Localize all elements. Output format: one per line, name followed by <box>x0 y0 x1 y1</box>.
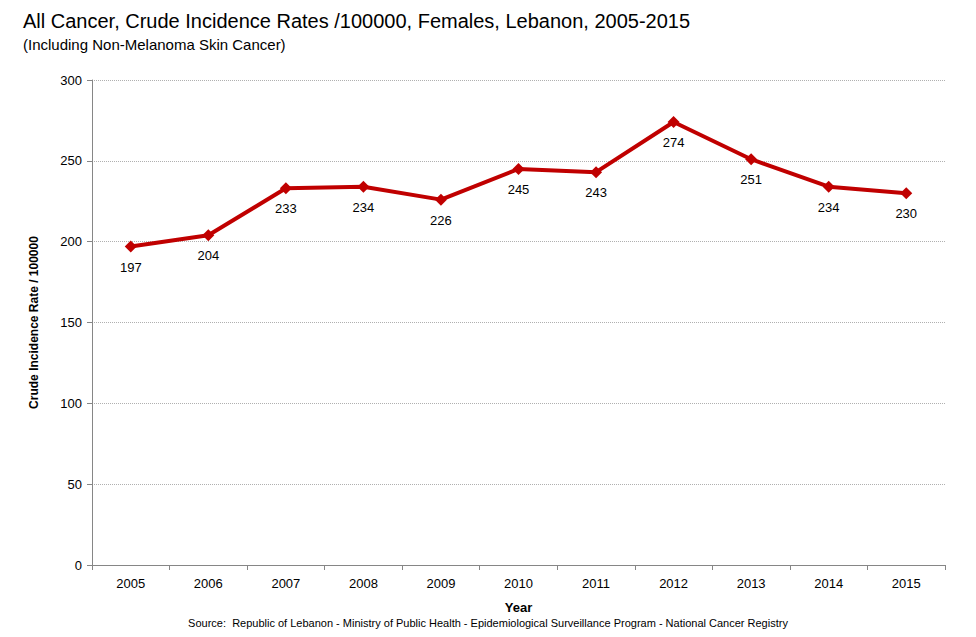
svg-text:2007: 2007 <box>271 576 300 591</box>
svg-text:234: 234 <box>353 200 375 215</box>
svg-text:2006: 2006 <box>194 576 223 591</box>
svg-text:230: 230 <box>895 206 917 221</box>
svg-text:251: 251 <box>740 172 762 187</box>
svg-text:100: 100 <box>60 396 82 411</box>
svg-text:Source: Republic of Lebanon -: Source: Republic of Lebanon - Ministry o… <box>188 617 788 629</box>
svg-text:250: 250 <box>60 153 82 168</box>
svg-text:2011: 2011 <box>582 576 610 591</box>
svg-text:Crude Incidence Rate / 100000: Crude Incidence Rate / 100000 <box>27 236 41 409</box>
svg-text:204: 204 <box>197 248 219 263</box>
svg-text:243: 243 <box>585 185 607 200</box>
svg-text:(Including Non-Melanoma Skin C: (Including Non-Melanoma Skin Cancer) <box>23 36 286 53</box>
svg-text:2009: 2009 <box>426 576 455 591</box>
svg-text:2010: 2010 <box>504 576 533 591</box>
svg-text:Year: Year <box>505 600 532 615</box>
svg-text:2008: 2008 <box>349 576 378 591</box>
svg-text:2013: 2013 <box>737 576 766 591</box>
svg-text:234: 234 <box>818 200 840 215</box>
svg-text:245: 245 <box>508 182 530 197</box>
svg-text:All Cancer, Crude Incidence Ra: All Cancer, Crude Incidence Rates /10000… <box>23 10 690 32</box>
svg-text:233: 233 <box>275 201 297 216</box>
svg-text:2012: 2012 <box>659 576 688 591</box>
svg-text:300: 300 <box>60 73 82 88</box>
svg-text:200: 200 <box>60 234 82 249</box>
svg-text:197: 197 <box>120 260 142 275</box>
svg-text:2015: 2015 <box>892 576 921 591</box>
svg-text:150: 150 <box>60 315 82 330</box>
svg-text:2005: 2005 <box>116 576 145 591</box>
svg-text:2014: 2014 <box>814 576 843 591</box>
svg-text:0: 0 <box>75 558 82 573</box>
svg-text:274: 274 <box>663 135 685 150</box>
svg-text:50: 50 <box>68 477 82 492</box>
svg-text:226: 226 <box>430 213 452 228</box>
